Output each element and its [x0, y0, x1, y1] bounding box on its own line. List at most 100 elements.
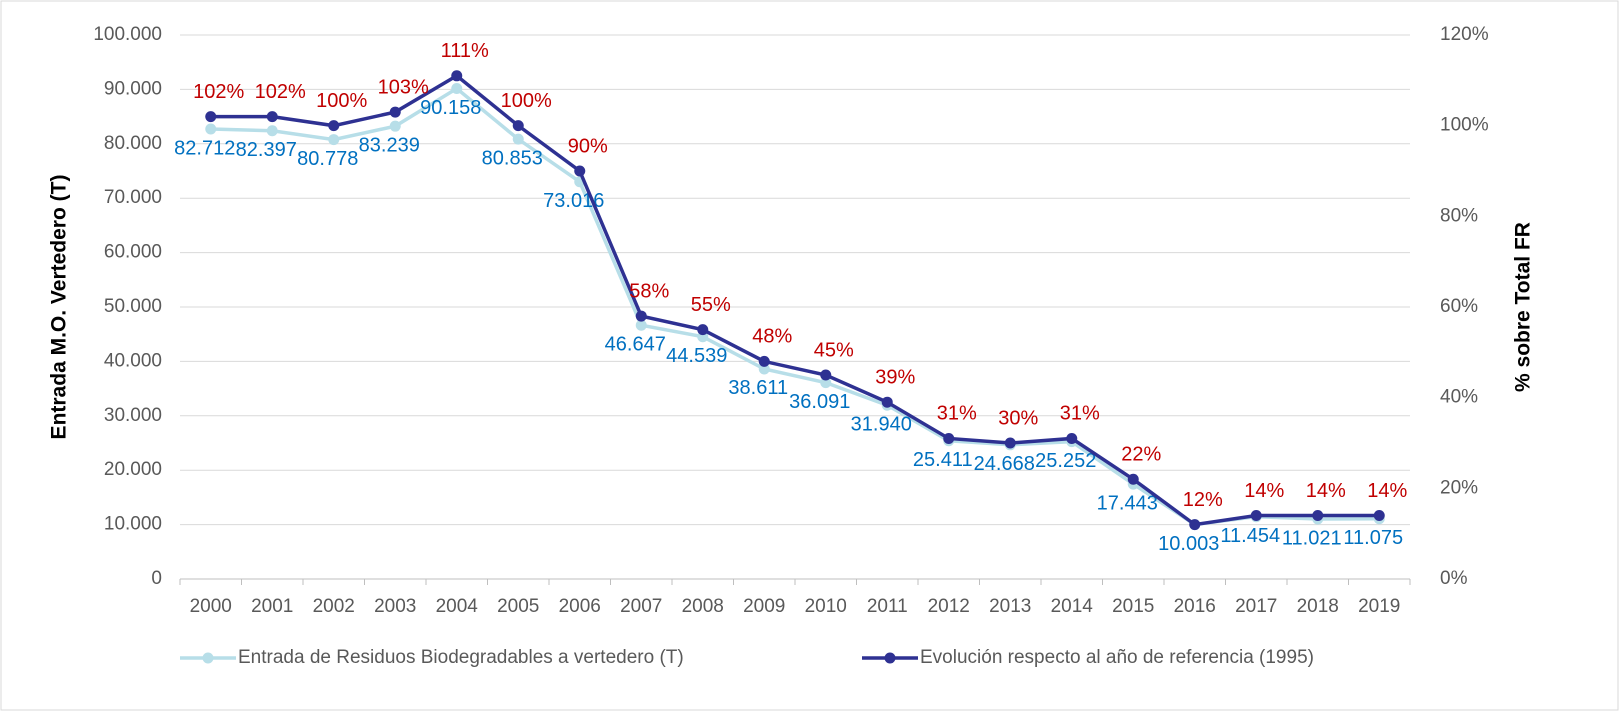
y-tick-label: 50.000	[104, 296, 162, 317]
point	[328, 120, 340, 132]
x-tick-label: 2000	[190, 596, 232, 617]
data-label: 11.075	[1343, 527, 1403, 549]
x-tick-label: 2011	[867, 596, 908, 617]
y2-tick-label: 60%	[1440, 296, 1478, 317]
point	[328, 134, 340, 146]
point	[205, 111, 217, 123]
point	[1373, 510, 1385, 522]
point	[512, 120, 524, 132]
data-label: 12%	[1183, 489, 1223, 511]
y-axis-title: Entrada M.O. Vertedero (T)	[48, 175, 71, 440]
legend-label: Entrada de Residuos Biodegradables a ver…	[238, 647, 684, 668]
point	[512, 133, 524, 145]
y-tick-label: 40.000	[104, 350, 162, 371]
point	[635, 310, 647, 322]
data-label: 30%	[998, 407, 1038, 429]
x-tick-label: 2017	[1235, 596, 1277, 617]
x-tick-label: 2018	[1297, 596, 1339, 617]
data-label: 11.021	[1282, 527, 1342, 549]
x-tick-label: 2007	[620, 596, 662, 617]
data-label: 14%	[1367, 480, 1407, 502]
data-label: 31.940	[851, 414, 912, 436]
data-label: 58%	[629, 280, 669, 302]
y2-tick-label: 0%	[1440, 568, 1468, 589]
legend-label: Evolución respecto al año de referencia …	[920, 647, 1314, 668]
y-tick-label: 60.000	[104, 242, 162, 263]
legend-marker	[884, 652, 896, 664]
x-tick-label: 2016	[1174, 596, 1216, 617]
data-label: 100%	[316, 90, 367, 112]
y2-tick-label: 100%	[1440, 115, 1489, 136]
x-tick-label: 2008	[682, 596, 724, 617]
data-label: 36.091	[789, 391, 850, 413]
data-label: 102%	[193, 81, 244, 103]
data-label: 48%	[752, 326, 792, 348]
data-label: 31%	[937, 403, 977, 425]
x-tick-label: 2013	[989, 596, 1031, 617]
y-tick-label: 30.000	[104, 405, 162, 426]
data-label: 82.712	[174, 137, 235, 159]
y2-tick-label: 40%	[1440, 387, 1478, 408]
y-tick-label: 80.000	[104, 133, 162, 154]
x-tick-label: 2003	[374, 596, 416, 617]
point	[697, 324, 709, 336]
data-label: 100%	[501, 90, 552, 112]
data-label: 102%	[255, 81, 306, 103]
point	[451, 83, 463, 95]
data-label: 31%	[1060, 403, 1100, 425]
data-label: 38.611	[728, 377, 788, 399]
data-label: 103%	[378, 76, 429, 98]
y-tick-label: 20.000	[104, 459, 162, 480]
data-label: 24.668	[974, 453, 1035, 475]
x-tick-label: 2014	[1051, 596, 1094, 617]
point	[1066, 432, 1078, 444]
point	[1250, 510, 1262, 522]
data-label: 46.647	[605, 334, 666, 356]
data-label: 111%	[441, 40, 489, 62]
point	[389, 106, 401, 118]
data-label: 25.252	[1035, 450, 1096, 472]
x-tick-label: 2004	[436, 596, 479, 617]
point	[451, 70, 463, 82]
y-tick-label: 90.000	[104, 78, 162, 99]
data-label: 90%	[568, 135, 608, 157]
y-tick-label: 0	[151, 568, 162, 589]
x-tick-label: 2001	[251, 596, 293, 617]
point	[266, 111, 278, 123]
y-tick-label: 70.000	[104, 187, 162, 208]
point	[266, 125, 278, 137]
point	[205, 123, 217, 135]
y-tick-label: 10.000	[104, 514, 162, 535]
point	[758, 355, 770, 367]
y2-tick-label: 80%	[1440, 205, 1478, 226]
point	[389, 120, 401, 132]
point	[635, 319, 647, 331]
data-label: 39%	[875, 366, 915, 388]
x-tick-label: 2019	[1358, 596, 1400, 617]
y2-axis-title: % sobre Total FR	[1512, 222, 1535, 392]
x-tick-label: 2012	[928, 596, 970, 617]
point	[1189, 519, 1201, 531]
x-tick-label: 2015	[1112, 596, 1154, 617]
data-label: 55%	[691, 294, 731, 316]
data-label: 14%	[1244, 480, 1284, 502]
point	[1312, 510, 1324, 522]
data-label: 17.443	[1097, 492, 1158, 514]
point	[1004, 437, 1016, 449]
point	[1127, 473, 1139, 485]
point	[758, 363, 770, 375]
y2-tick-label: 20%	[1440, 477, 1478, 498]
data-label: 83.239	[359, 134, 420, 156]
data-label: 11.454	[1220, 525, 1280, 547]
data-label: 25.411	[913, 449, 973, 471]
x-tick-label: 2002	[313, 596, 355, 617]
data-label: 22%	[1121, 444, 1161, 466]
x-tick-label: 2006	[559, 596, 601, 617]
data-label: 82.397	[236, 139, 297, 161]
data-label: 45%	[814, 339, 854, 361]
point	[820, 369, 832, 381]
data-label: 80.778	[297, 148, 358, 170]
point	[943, 432, 955, 444]
